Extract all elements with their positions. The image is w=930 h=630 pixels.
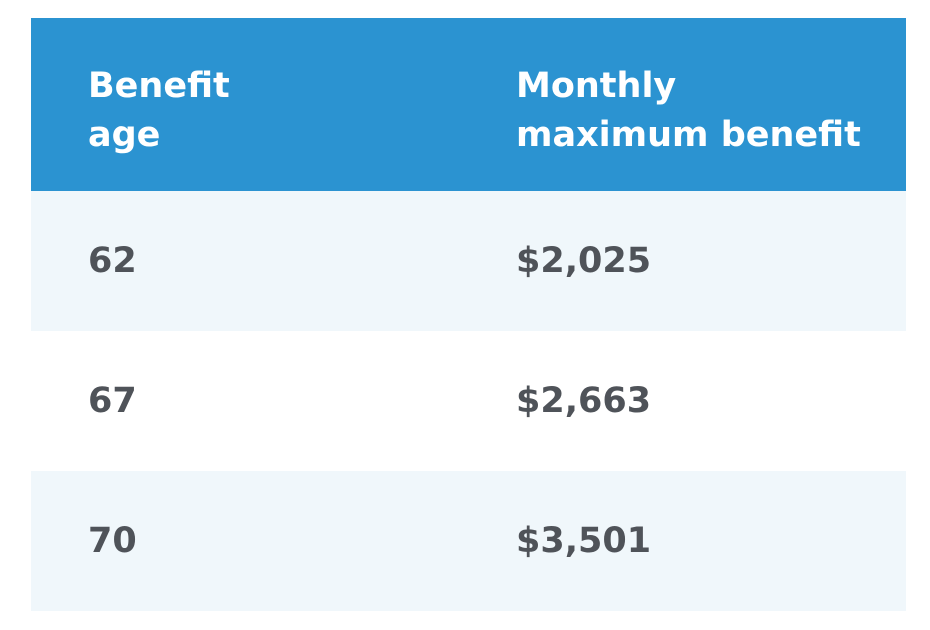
age-cell: 67	[88, 381, 137, 421]
benefit-cell: $2,663	[516, 381, 652, 421]
table-header: Benefit age Monthly maximum benefit	[31, 18, 906, 191]
table-row: 67 $2,663	[31, 331, 906, 471]
header-monthly-maximum-benefit: Monthly maximum benefit	[516, 66, 861, 155]
benefit-cell: $2,025	[516, 241, 652, 281]
table-row: 62 $2,025	[31, 191, 906, 331]
header-benefit-age: Benefit age	[88, 66, 230, 155]
table-row: 70 $3,501	[31, 471, 906, 611]
benefit-table: Benefit age Monthly maximum benefit 62 $…	[31, 18, 906, 611]
age-cell: 62	[88, 241, 137, 281]
benefit-cell: $3,501	[516, 521, 652, 561]
age-cell: 70	[88, 521, 137, 561]
